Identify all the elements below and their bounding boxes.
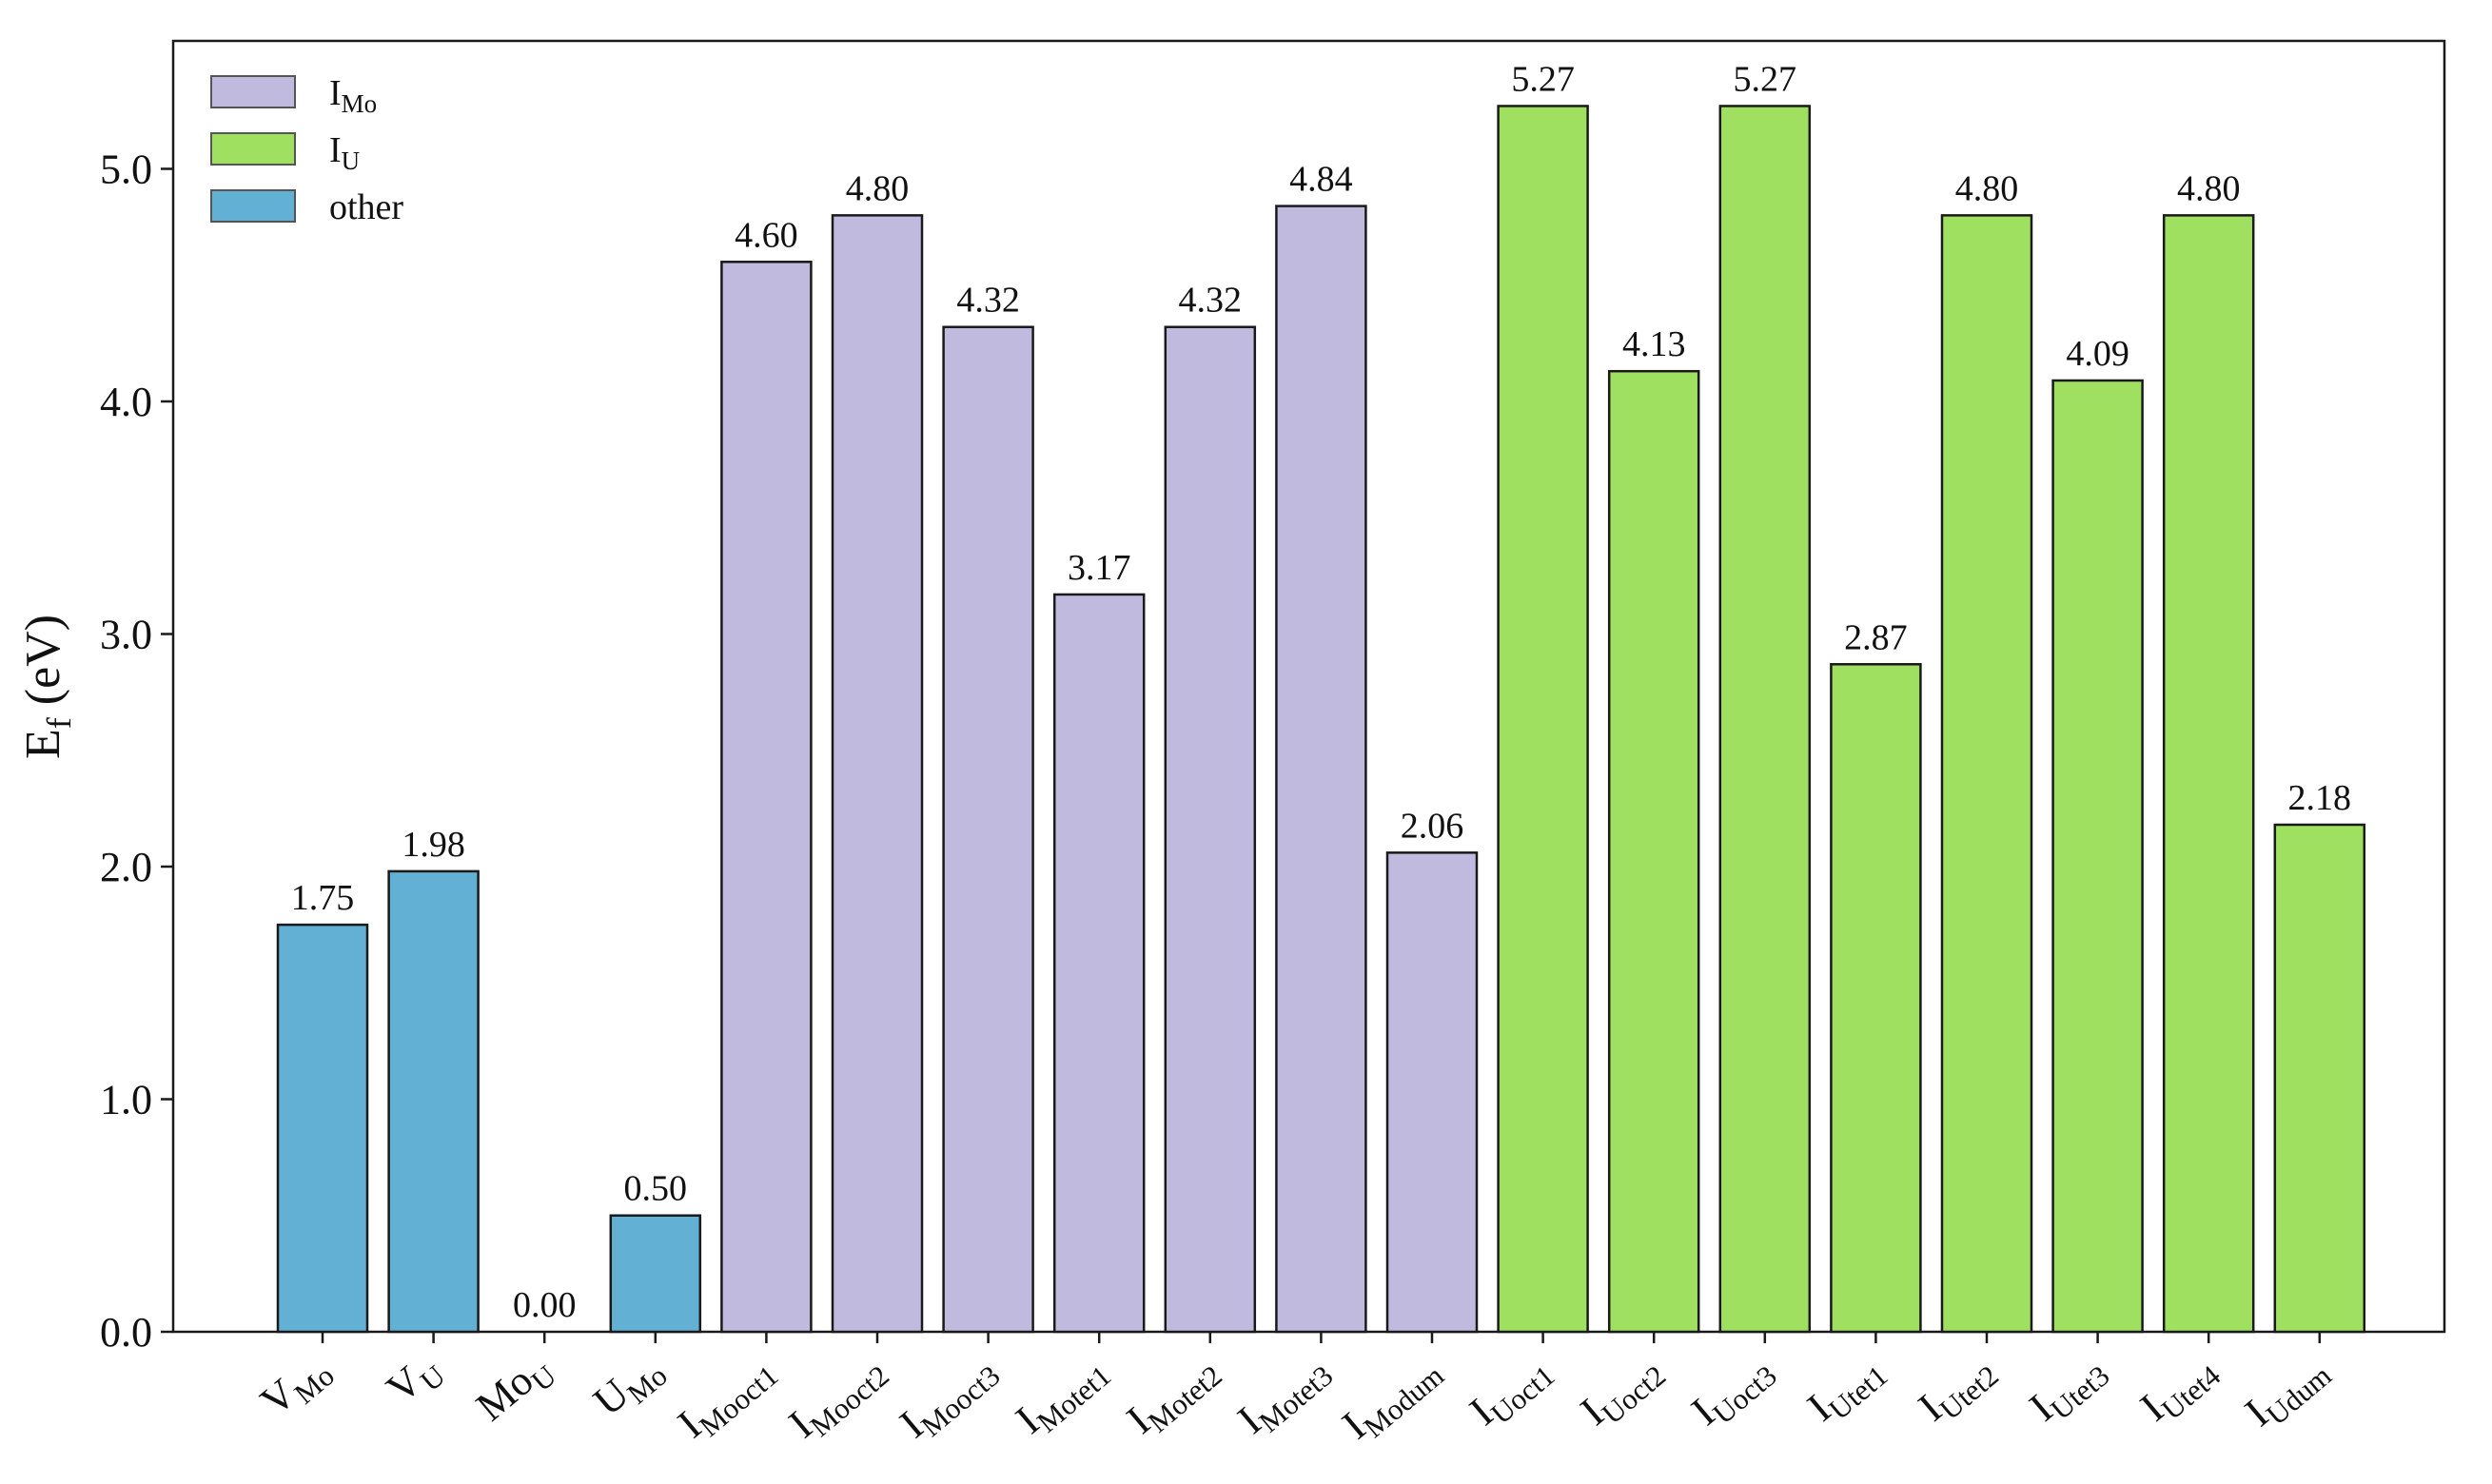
legend-swatch-i-u	[210, 132, 296, 166]
data-label: 5.27	[1734, 59, 1797, 99]
x-tick-label: IMotet1	[1007, 1343, 1117, 1448]
x-tick-label: UMo	[584, 1343, 673, 1430]
x-tick-label: IMooct2	[780, 1343, 895, 1452]
x-tick-label: IUtet4	[2131, 1343, 2227, 1435]
legend-label: other	[329, 187, 403, 227]
x-tick-label: IUdum	[2236, 1343, 2338, 1440]
data-label: 5.27	[1511, 59, 1575, 99]
data-label: 4.09	[2066, 334, 2129, 374]
y-tick-label: 2.0	[100, 844, 152, 890]
y-tick-label: 0.0	[100, 1309, 152, 1356]
x-tick-label: IUtet1	[1798, 1343, 1894, 1435]
x-tick-label: IMotet2	[1118, 1343, 1228, 1448]
x-tick-label: IUtet2	[1910, 1343, 2005, 1435]
x-tick-label: IUoct2	[1572, 1343, 1672, 1439]
data-label: 4.32	[956, 281, 1020, 321]
y-axis-label: Ef (eV)	[16, 615, 78, 759]
y-tick-label: 3.0	[100, 611, 152, 657]
bar-imooct1	[720, 261, 813, 1334]
y-tick-label: 1.0	[100, 1076, 152, 1123]
bar-imooct3	[942, 325, 1034, 1334]
x-tick-label: IUoct1	[1461, 1343, 1560, 1439]
data-label: 2.18	[2288, 778, 2352, 818]
bar-umo	[609, 1214, 702, 1334]
bar-imotet1	[1052, 593, 1146, 1334]
data-label: 3.17	[1068, 548, 1131, 588]
bar-imodum	[1385, 851, 1479, 1334]
data-label: 4.32	[1179, 281, 1243, 321]
legend-label: IMo	[329, 73, 377, 118]
x-tick-label: IUoct3	[1682, 1343, 1782, 1439]
data-label: 4.60	[735, 215, 798, 255]
data-label: 4.80	[2177, 168, 2241, 208]
bar-iuoct2	[1607, 369, 1700, 1334]
x-tick-label: IUtet3	[2021, 1343, 2116, 1435]
x-tick-label: IMotet3	[1228, 1343, 1339, 1448]
x-tick-label: VU	[378, 1343, 451, 1417]
data-label: 0.50	[624, 1169, 688, 1209]
bar-iuoct3	[1718, 105, 1812, 1334]
bar-imotet2	[1164, 325, 1257, 1334]
bar-iuoct1	[1497, 105, 1589, 1334]
data-label: 4.80	[846, 168, 910, 208]
bar-iutet4	[2162, 214, 2255, 1334]
legend-label: IU	[329, 130, 360, 175]
bar-iutet3	[2051, 379, 2144, 1334]
x-tick-label: IMooct3	[891, 1343, 1006, 1452]
data-label: 2.06	[1401, 806, 1464, 846]
x-tick-label: IMooct1	[669, 1343, 784, 1452]
bar-vu	[387, 869, 480, 1334]
bar-imooct2	[831, 214, 924, 1334]
data-label: 1.98	[402, 825, 465, 865]
data-label: 4.80	[1955, 168, 2019, 208]
legend-swatch-i-mo	[210, 75, 296, 108]
y-tick-label: 4.0	[100, 379, 152, 425]
data-label: 2.87	[1844, 617, 1908, 657]
bar-iutet1	[1830, 663, 1922, 1334]
data-label: 1.75	[291, 878, 355, 918]
bar-iutet2	[1940, 214, 2033, 1334]
bar-iudum	[2273, 823, 2366, 1334]
x-tick-label: VMo	[252, 1343, 341, 1430]
x-tick-label: MoU	[467, 1343, 562, 1435]
legend-swatch-other	[210, 189, 296, 223]
y-tick-label: 5.0	[100, 146, 152, 192]
bar-vmo	[276, 923, 369, 1334]
x-tick-label: IModum	[1333, 1343, 1449, 1453]
data-label: 4.84	[1289, 160, 1353, 200]
data-label: 0.00	[513, 1285, 577, 1325]
bar-imotet3	[1275, 205, 1367, 1334]
data-label: 4.13	[1622, 324, 1686, 364]
